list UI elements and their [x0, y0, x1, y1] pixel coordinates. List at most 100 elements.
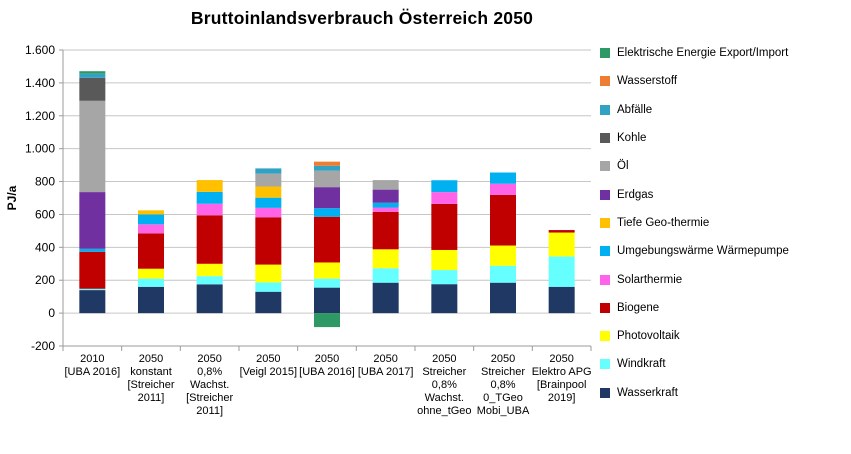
y-tick-label: 1.600 — [25, 43, 55, 57]
legend-item: Kohle — [600, 124, 850, 152]
bar-segment — [431, 284, 458, 314]
legend-label: Kohle — [617, 132, 647, 145]
bar-segment — [255, 197, 282, 208]
legend-swatch-icon — [600, 48, 610, 59]
legend-item: Tiefe Geo-thermie — [600, 209, 850, 237]
legend-swatch-icon — [600, 76, 610, 87]
bar-segment — [79, 248, 106, 252]
category-label: 0,8% — [490, 379, 515, 391]
category-label: Mobi_UBA — [477, 405, 530, 417]
bar-segment — [138, 278, 164, 287]
legend-swatch-icon — [600, 217, 610, 228]
category-label: [UBA 2016] — [299, 366, 355, 378]
bar-segment — [255, 282, 282, 292]
bar-segment — [138, 286, 164, 314]
bar-segment — [372, 282, 399, 314]
bar-segment — [490, 245, 516, 266]
legend-label: Öl — [617, 160, 629, 173]
bar-segment — [79, 290, 106, 314]
bar-segment — [314, 161, 340, 166]
category-label: Streicher — [422, 366, 466, 378]
category-label: 2050 — [256, 353, 280, 365]
legend-swatch-icon — [600, 274, 610, 285]
y-tick-label: 1.200 — [25, 109, 55, 123]
bar-segment — [431, 249, 458, 271]
category-label: 0,8% — [197, 366, 222, 378]
legend-swatch-icon — [600, 246, 610, 257]
bar-segment — [138, 210, 164, 215]
legend-label: Wasserstoff — [617, 75, 678, 88]
category-label: [Brainpool — [537, 379, 587, 391]
category-label: [Streicher — [127, 379, 174, 391]
bar-segment — [196, 263, 223, 277]
legend-swatch-icon — [600, 387, 610, 398]
bar-segment — [372, 180, 399, 190]
bar-segment — [314, 262, 340, 279]
category-label: Wachst. — [425, 392, 464, 404]
legend-label: Abfälle — [617, 103, 653, 116]
legend-swatch-icon — [600, 133, 610, 144]
legend-label: Solarthermie — [617, 273, 683, 286]
bar-segment — [314, 170, 340, 188]
bar-segment — [314, 313, 340, 328]
legend-item: Biogene — [600, 294, 850, 322]
category-label: Streicher — [481, 366, 525, 378]
category-label: 2050 — [491, 353, 515, 365]
bar-segment — [255, 173, 282, 187]
bar-segment — [138, 214, 164, 225]
bar-segment — [255, 207, 282, 218]
bar-segment — [490, 172, 516, 184]
bar-segment — [196, 203, 223, 216]
legend-item: Öl — [600, 152, 850, 180]
y-tick-label: 1.000 — [25, 142, 55, 156]
category-label: 2010 — [80, 353, 104, 365]
bar-segment — [490, 282, 516, 314]
bar-segment — [138, 224, 164, 234]
legend-swatch-icon — [600, 189, 610, 200]
y-tick-label: 0 — [48, 306, 55, 320]
category-label: 2050 — [549, 353, 573, 365]
legend-swatch-icon — [600, 359, 610, 370]
bar-segment — [490, 194, 516, 246]
bar-segment — [372, 268, 399, 283]
legend-item: Umgebungswärme Wärmepumpe — [600, 237, 850, 265]
bar-segment — [79, 192, 106, 249]
bar-segment — [372, 249, 399, 269]
y-tick-label: 200 — [35, 273, 55, 287]
legend-label: Windkraft — [617, 358, 666, 371]
bar-segment — [79, 251, 106, 289]
bar-segment — [314, 208, 340, 217]
legend-item: Windkraft — [600, 350, 850, 378]
y-axis-title: PJ/a — [5, 185, 19, 210]
legend-item: Abfälle — [600, 96, 850, 124]
y-tick-label: 800 — [35, 175, 55, 189]
bar-segment — [196, 191, 223, 204]
category-label: 2019] — [548, 392, 576, 404]
bar-segment — [372, 207, 399, 212]
bar-segment — [196, 180, 223, 192]
legend-swatch-icon — [600, 331, 610, 342]
category-label: 2011] — [138, 392, 165, 404]
legend-label: Erdgas — [617, 188, 654, 201]
legend-swatch-icon — [600, 161, 610, 172]
legend-item: Wasserkraft — [600, 379, 850, 407]
bar-segment — [314, 278, 340, 288]
bar-segment — [490, 183, 516, 195]
bar-segment — [255, 186, 282, 198]
y-tick-label: 400 — [35, 240, 55, 254]
bar-segment — [79, 73, 106, 78]
bar-segment — [314, 165, 340, 171]
bar-segment — [372, 189, 399, 203]
bar-segment — [79, 77, 106, 101]
bar-segment — [196, 276, 223, 285]
category-label: 0,8% — [432, 379, 457, 391]
bar-segment — [138, 268, 164, 279]
bar-segment — [431, 180, 458, 193]
y-tick-label: 1.400 — [25, 76, 55, 90]
legend-swatch-icon — [600, 104, 610, 115]
bar-segment — [431, 192, 458, 204]
legend-label: Wasserkraft — [617, 386, 678, 399]
legend-label: Umgebungswärme Wärmepumpe — [617, 245, 789, 258]
bar-segment — [372, 211, 399, 250]
